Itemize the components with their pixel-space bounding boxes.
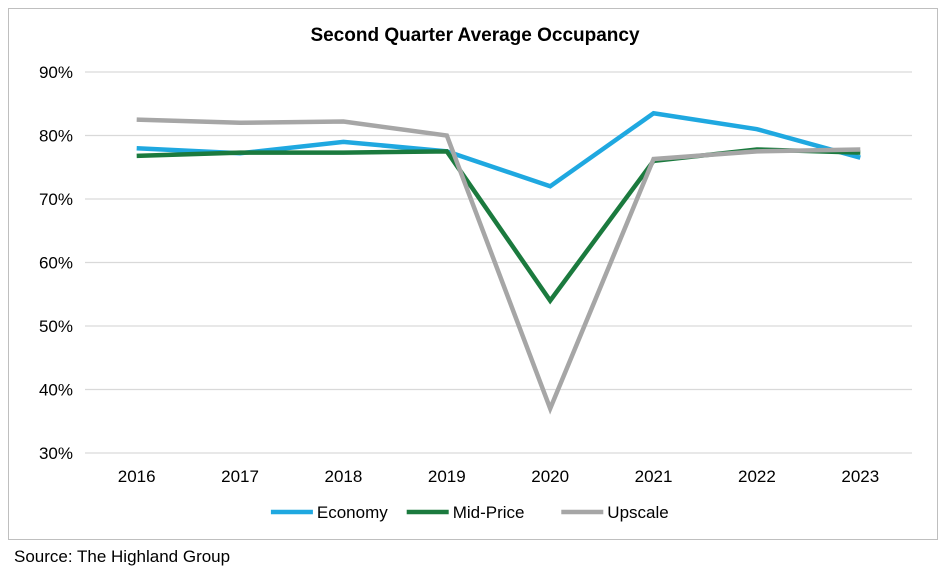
source-note: Source: The Highland Group	[14, 547, 231, 566]
x-tick-label: 2018	[325, 467, 363, 486]
chart-frame: Second Quarter Average Occupancy 30% 40% 5…	[8, 8, 938, 540]
chart-title: Second Quarter Average Occupancy	[310, 25, 640, 46]
y-tick-label: 90%	[39, 63, 73, 82]
legend-label-upscale: Upscale	[607, 503, 668, 522]
x-axis-ticks: 2016 2017 2018 2019 2020 2021 2022 2023	[118, 467, 879, 486]
x-tick-label: 2019	[428, 467, 466, 486]
y-tick-label: 30%	[39, 444, 73, 463]
y-tick-label: 70%	[39, 190, 73, 209]
y-tick-label: 60%	[39, 254, 73, 273]
y-tick-label: 50%	[39, 317, 73, 336]
x-tick-label: 2022	[738, 467, 776, 486]
x-tick-label: 2017	[221, 467, 259, 486]
y-tick-label: 80%	[39, 127, 73, 146]
series-line-upscale	[136, 117, 861, 415]
x-tick-label: 2023	[841, 467, 879, 486]
x-tick-label: 2020	[531, 467, 569, 486]
series-lines	[136, 110, 861, 415]
y-axis-ticks: 30% 40% 50% 60% 70% 80% 90%	[39, 63, 73, 463]
legend-label-economy: Economy	[317, 503, 388, 522]
y-tick-label: 40%	[39, 381, 73, 400]
gridlines	[85, 71, 912, 454]
x-tick-label: 2021	[635, 467, 673, 486]
legend: Economy Mid-Price Upscale	[270, 503, 669, 522]
x-tick-label: 2016	[118, 467, 156, 486]
line-chart: Second Quarter Average Occupancy 30% 40% 5…	[39, 25, 912, 522]
legend-label-mid-price: Mid-Price	[453, 503, 525, 522]
